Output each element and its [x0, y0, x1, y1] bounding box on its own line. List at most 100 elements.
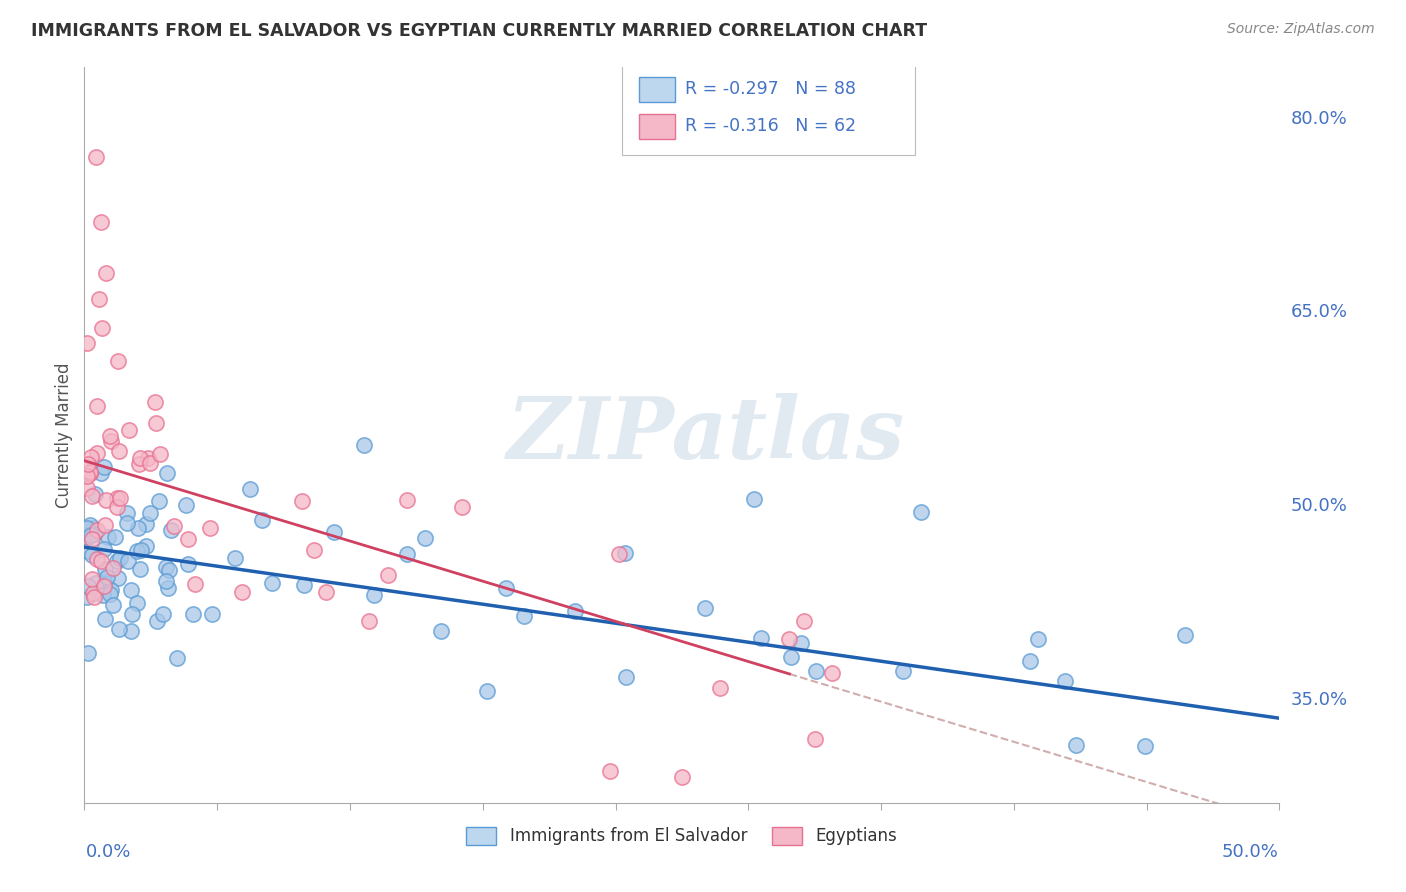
- Point: [778, 632, 800, 646]
- Point: [127, 544, 149, 558]
- Point: [477, 683, 499, 698]
- Point: [77, 646, 100, 660]
- Text: ZIPatlas: ZIPatlas: [506, 393, 905, 476]
- Text: Source: ZipAtlas.com: Source: ZipAtlas.com: [1227, 22, 1375, 37]
- Point: [260, 575, 283, 590]
- Point: [108, 491, 131, 506]
- Point: [86, 446, 108, 460]
- Point: [1066, 738, 1088, 752]
- Point: [910, 505, 932, 519]
- Point: [564, 604, 586, 618]
- Point: [1053, 673, 1076, 688]
- Point: [292, 578, 315, 592]
- Point: [155, 574, 177, 588]
- Point: [145, 416, 167, 430]
- Point: [76, 457, 98, 471]
- Point: [135, 540, 157, 554]
- Point: [1174, 628, 1197, 642]
- Point: [77, 579, 100, 593]
- Point: [90, 215, 112, 229]
- Point: [104, 530, 127, 544]
- Point: [96, 492, 118, 507]
- Point: [250, 513, 273, 527]
- Point: [224, 551, 246, 566]
- Point: [82, 532, 104, 546]
- Point: [79, 466, 101, 480]
- Point: [163, 519, 186, 533]
- Point: [108, 443, 131, 458]
- Point: [749, 632, 772, 646]
- Point: [803, 731, 825, 746]
- Point: [93, 459, 115, 474]
- Point: [105, 491, 128, 506]
- Point: [177, 532, 200, 546]
- Point: [128, 457, 150, 471]
- Point: [98, 429, 121, 443]
- Point: [146, 614, 169, 628]
- Point: [76, 590, 98, 604]
- Point: [709, 681, 731, 695]
- Point: [127, 521, 149, 535]
- Point: [76, 481, 98, 495]
- Point: [86, 524, 108, 538]
- Point: [84, 576, 107, 591]
- Point: [86, 399, 108, 413]
- Point: [110, 550, 132, 565]
- Point: [105, 500, 128, 515]
- Point: [79, 518, 101, 533]
- Point: [181, 607, 204, 622]
- Point: [396, 548, 419, 562]
- Point: [290, 494, 312, 508]
- Point: [198, 521, 221, 535]
- Point: [143, 395, 166, 409]
- Point: [117, 554, 139, 568]
- Point: [614, 670, 637, 684]
- Point: [80, 450, 103, 465]
- Point: [121, 582, 143, 597]
- Point: [302, 543, 325, 558]
- FancyBboxPatch shape: [623, 63, 915, 155]
- Point: [117, 423, 139, 437]
- Text: 35.0%: 35.0%: [1291, 690, 1348, 708]
- Point: [90, 554, 112, 568]
- Y-axis label: Currently Married: Currently Married: [55, 362, 73, 508]
- Point: [139, 506, 162, 520]
- Point: [93, 588, 115, 602]
- Point: [84, 487, 107, 501]
- Point: [395, 493, 418, 508]
- Text: 80.0%: 80.0%: [1291, 110, 1347, 128]
- Point: [94, 612, 117, 626]
- Point: [97, 530, 120, 544]
- Point: [128, 451, 150, 466]
- Point: [94, 574, 117, 589]
- Point: [86, 150, 108, 164]
- Text: 50.0%: 50.0%: [1291, 497, 1347, 515]
- Point: [96, 570, 118, 584]
- Point: [100, 587, 122, 601]
- Point: [90, 466, 112, 480]
- Point: [108, 622, 131, 636]
- Point: [93, 579, 115, 593]
- Point: [115, 516, 138, 530]
- Point: [231, 585, 253, 599]
- Point: [94, 267, 117, 281]
- Point: [100, 434, 122, 448]
- Point: [107, 354, 129, 368]
- Point: [177, 558, 200, 572]
- Point: [157, 581, 180, 595]
- Point: [157, 563, 180, 577]
- Point: [138, 450, 160, 465]
- Point: [166, 650, 188, 665]
- Point: [138, 456, 160, 470]
- Point: [238, 483, 260, 497]
- Point: [671, 770, 693, 784]
- Point: [105, 554, 128, 568]
- Point: [149, 447, 172, 461]
- Point: [100, 582, 122, 597]
- Point: [115, 506, 138, 520]
- Point: [101, 561, 124, 575]
- Point: [107, 571, 129, 585]
- Point: [83, 590, 105, 604]
- Point: [83, 527, 105, 541]
- Point: [76, 335, 98, 350]
